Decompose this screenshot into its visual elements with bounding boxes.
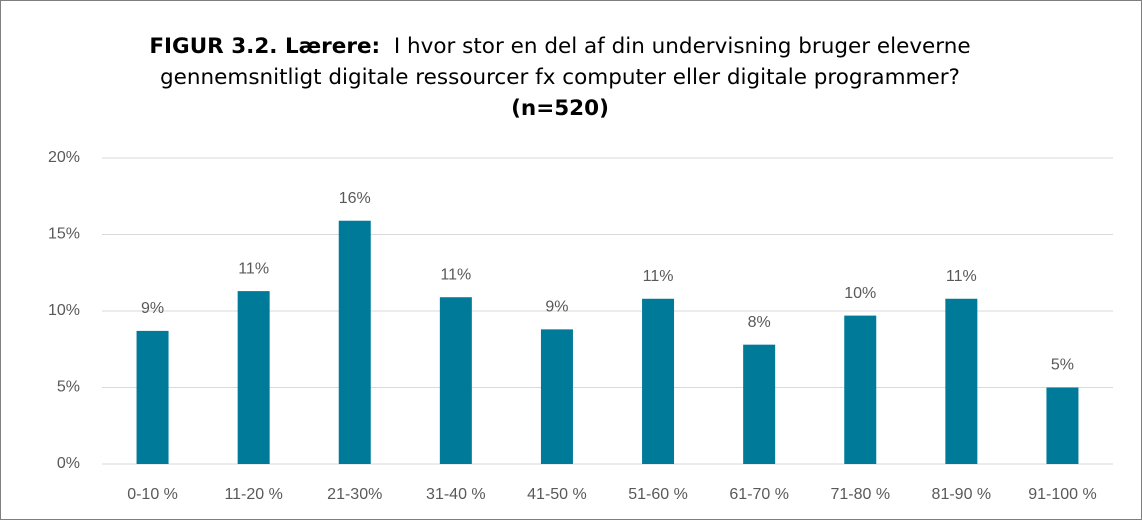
data-label: 11% [440, 266, 471, 283]
data-label: 5% [1051, 357, 1074, 374]
x-tick-label: 81-90 % [932, 486, 992, 503]
bar [540, 329, 573, 464]
x-tick-label: 21-30% [327, 486, 382, 503]
x-tick-label: 91-100 % [1028, 486, 1097, 503]
x-tick-label: 0-10 % [127, 486, 178, 503]
data-label: 11% [238, 260, 269, 277]
y-tick-label: 20% [48, 149, 80, 166]
title-lead: FIGUR 3.2. Lærere: [149, 34, 381, 59]
x-tick-label: 41-50 % [527, 486, 587, 503]
data-label: 9% [545, 299, 568, 316]
bar [439, 297, 472, 464]
data-label: 11% [643, 268, 674, 285]
data-label: 8% [748, 314, 771, 331]
y-tick-label: 5% [57, 379, 80, 396]
chart-title: FIGUR 3.2. Lærere: I hvor stor en del af… [120, 31, 1000, 124]
bar [743, 344, 776, 464]
bar [237, 291, 270, 464]
title-n: (n=520) [511, 96, 609, 121]
data-label: 10% [844, 285, 876, 302]
bar [642, 298, 675, 464]
bar [844, 315, 877, 464]
y-tick-label: 10% [48, 302, 80, 319]
data-label: 9% [141, 300, 164, 317]
x-tick-label: 11-20 % [224, 486, 282, 503]
bar [136, 330, 169, 464]
y-tick-label: 15% [48, 226, 80, 243]
bar [1046, 387, 1079, 464]
x-tick-label: 51-60 % [628, 486, 688, 503]
x-tick-label: 71-80 % [830, 486, 890, 503]
x-tick-label: 31-40 % [426, 486, 486, 503]
bar [338, 220, 371, 464]
y-tick-label: 0% [57, 455, 80, 472]
data-label: 16% [339, 190, 371, 207]
data-label: 11% [946, 268, 977, 285]
title-question: I hvor stor en del af din undervisning b… [160, 34, 971, 90]
bar [945, 298, 978, 464]
x-tick-label: 61-70 % [729, 486, 789, 503]
